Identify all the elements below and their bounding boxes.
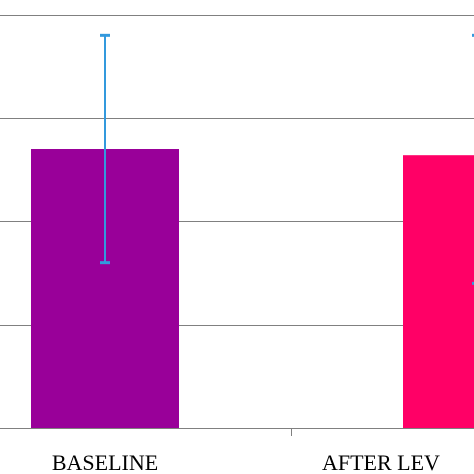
x-tick-label-after: AFTER LEV (322, 450, 440, 474)
x-tick-label-baseline: BASELINE (52, 450, 158, 474)
bar-1 (403, 155, 474, 428)
bars (31, 149, 474, 428)
